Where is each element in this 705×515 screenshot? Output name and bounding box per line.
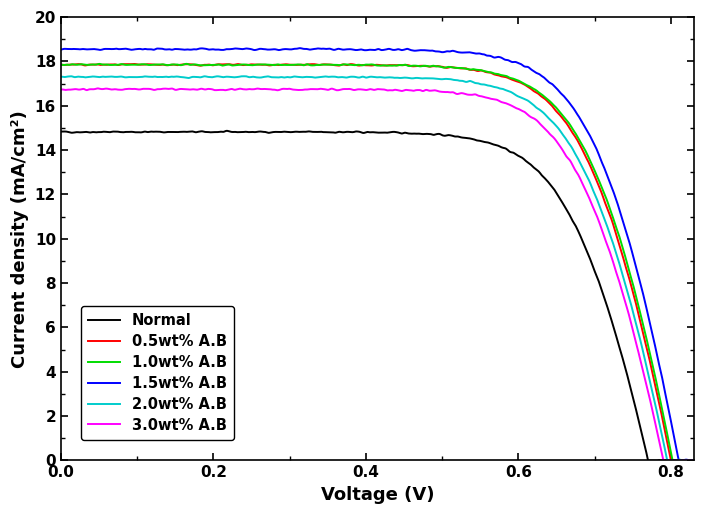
Line: 2.0wt% A.B: 2.0wt% A.B	[61, 76, 694, 460]
Normal	[95, 129, 104, 135]
3.0wt% A.B	[603, 241, 611, 247]
Normal	[460, 135, 469, 141]
3.0wt% A.B	[425, 88, 434, 94]
1.0wt% A.B	[673, 457, 681, 464]
3.0wt% A.B	[661, 457, 670, 464]
3.0wt% A.B	[460, 91, 469, 97]
1.0wt% A.B	[56, 62, 65, 68]
Normal	[689, 457, 698, 464]
3.0wt% A.B	[56, 87, 65, 93]
Normal	[603, 302, 611, 308]
1.0wt% A.B	[537, 91, 546, 97]
1.5wt% A.B	[460, 49, 469, 56]
X-axis label: Voltage (V): Voltage (V)	[321, 486, 434, 504]
0.5wt% A.B	[130, 61, 138, 67]
2.0wt% A.B	[95, 74, 104, 80]
1.5wt% A.B	[689, 457, 698, 464]
Line: 1.0wt% A.B: 1.0wt% A.B	[61, 64, 694, 460]
1.0wt% A.B	[425, 63, 434, 70]
0.5wt% A.B	[537, 94, 546, 100]
1.0wt% A.B	[460, 65, 469, 72]
0.5wt% A.B	[668, 457, 676, 464]
2.0wt% A.B	[603, 222, 611, 228]
0.5wt% A.B	[95, 62, 104, 68]
1.5wt% A.B	[95, 47, 104, 53]
Normal	[425, 131, 434, 137]
3.0wt% A.B	[97, 86, 105, 92]
1.0wt% A.B	[95, 61, 104, 67]
Normal	[537, 172, 546, 178]
2.0wt% A.B	[460, 79, 469, 85]
2.0wt% A.B	[537, 108, 546, 114]
Normal	[223, 128, 231, 134]
1.5wt% A.B	[425, 47, 434, 54]
3.0wt% A.B	[94, 85, 102, 92]
Normal	[442, 132, 450, 139]
0.5wt% A.B	[425, 63, 434, 70]
1.0wt% A.B	[442, 64, 450, 71]
2.0wt% A.B	[442, 76, 450, 82]
Line: Normal: Normal	[61, 131, 694, 460]
1.5wt% A.B	[442, 48, 450, 55]
Line: 0.5wt% A.B: 0.5wt% A.B	[61, 64, 694, 460]
3.0wt% A.B	[537, 123, 546, 129]
Legend: Normal, 0.5wt% A.B, 1.0wt% A.B, 1.5wt% A.B, 2.0wt% A.B, 3.0wt% A.B: Normal, 0.5wt% A.B, 1.0wt% A.B, 1.5wt% A…	[81, 306, 234, 440]
1.5wt% A.B	[537, 73, 546, 79]
Line: 3.0wt% A.B: 3.0wt% A.B	[61, 89, 694, 460]
0.5wt% A.B	[603, 204, 611, 210]
Normal	[56, 129, 65, 135]
2.0wt% A.B	[56, 74, 65, 80]
2.0wt% A.B	[679, 457, 687, 464]
Y-axis label: Current density (mA/cm²): Current density (mA/cm²)	[11, 110, 29, 368]
0.5wt% A.B	[56, 62, 65, 68]
1.5wt% A.B	[603, 171, 611, 178]
3.0wt% A.B	[689, 457, 698, 464]
1.0wt% A.B	[603, 197, 611, 203]
Line: 1.5wt% A.B: 1.5wt% A.B	[61, 48, 694, 460]
1.5wt% A.B	[296, 45, 305, 52]
1.5wt% A.B	[676, 457, 685, 464]
2.0wt% A.B	[240, 73, 249, 79]
1.5wt% A.B	[56, 46, 65, 53]
Normal	[644, 457, 653, 464]
0.5wt% A.B	[689, 457, 698, 464]
2.0wt% A.B	[425, 75, 434, 81]
3.0wt% A.B	[442, 89, 450, 95]
1.0wt% A.B	[689, 457, 698, 464]
1.0wt% A.B	[183, 61, 191, 67]
0.5wt% A.B	[460, 65, 469, 72]
2.0wt% A.B	[689, 457, 698, 464]
0.5wt% A.B	[442, 65, 450, 71]
